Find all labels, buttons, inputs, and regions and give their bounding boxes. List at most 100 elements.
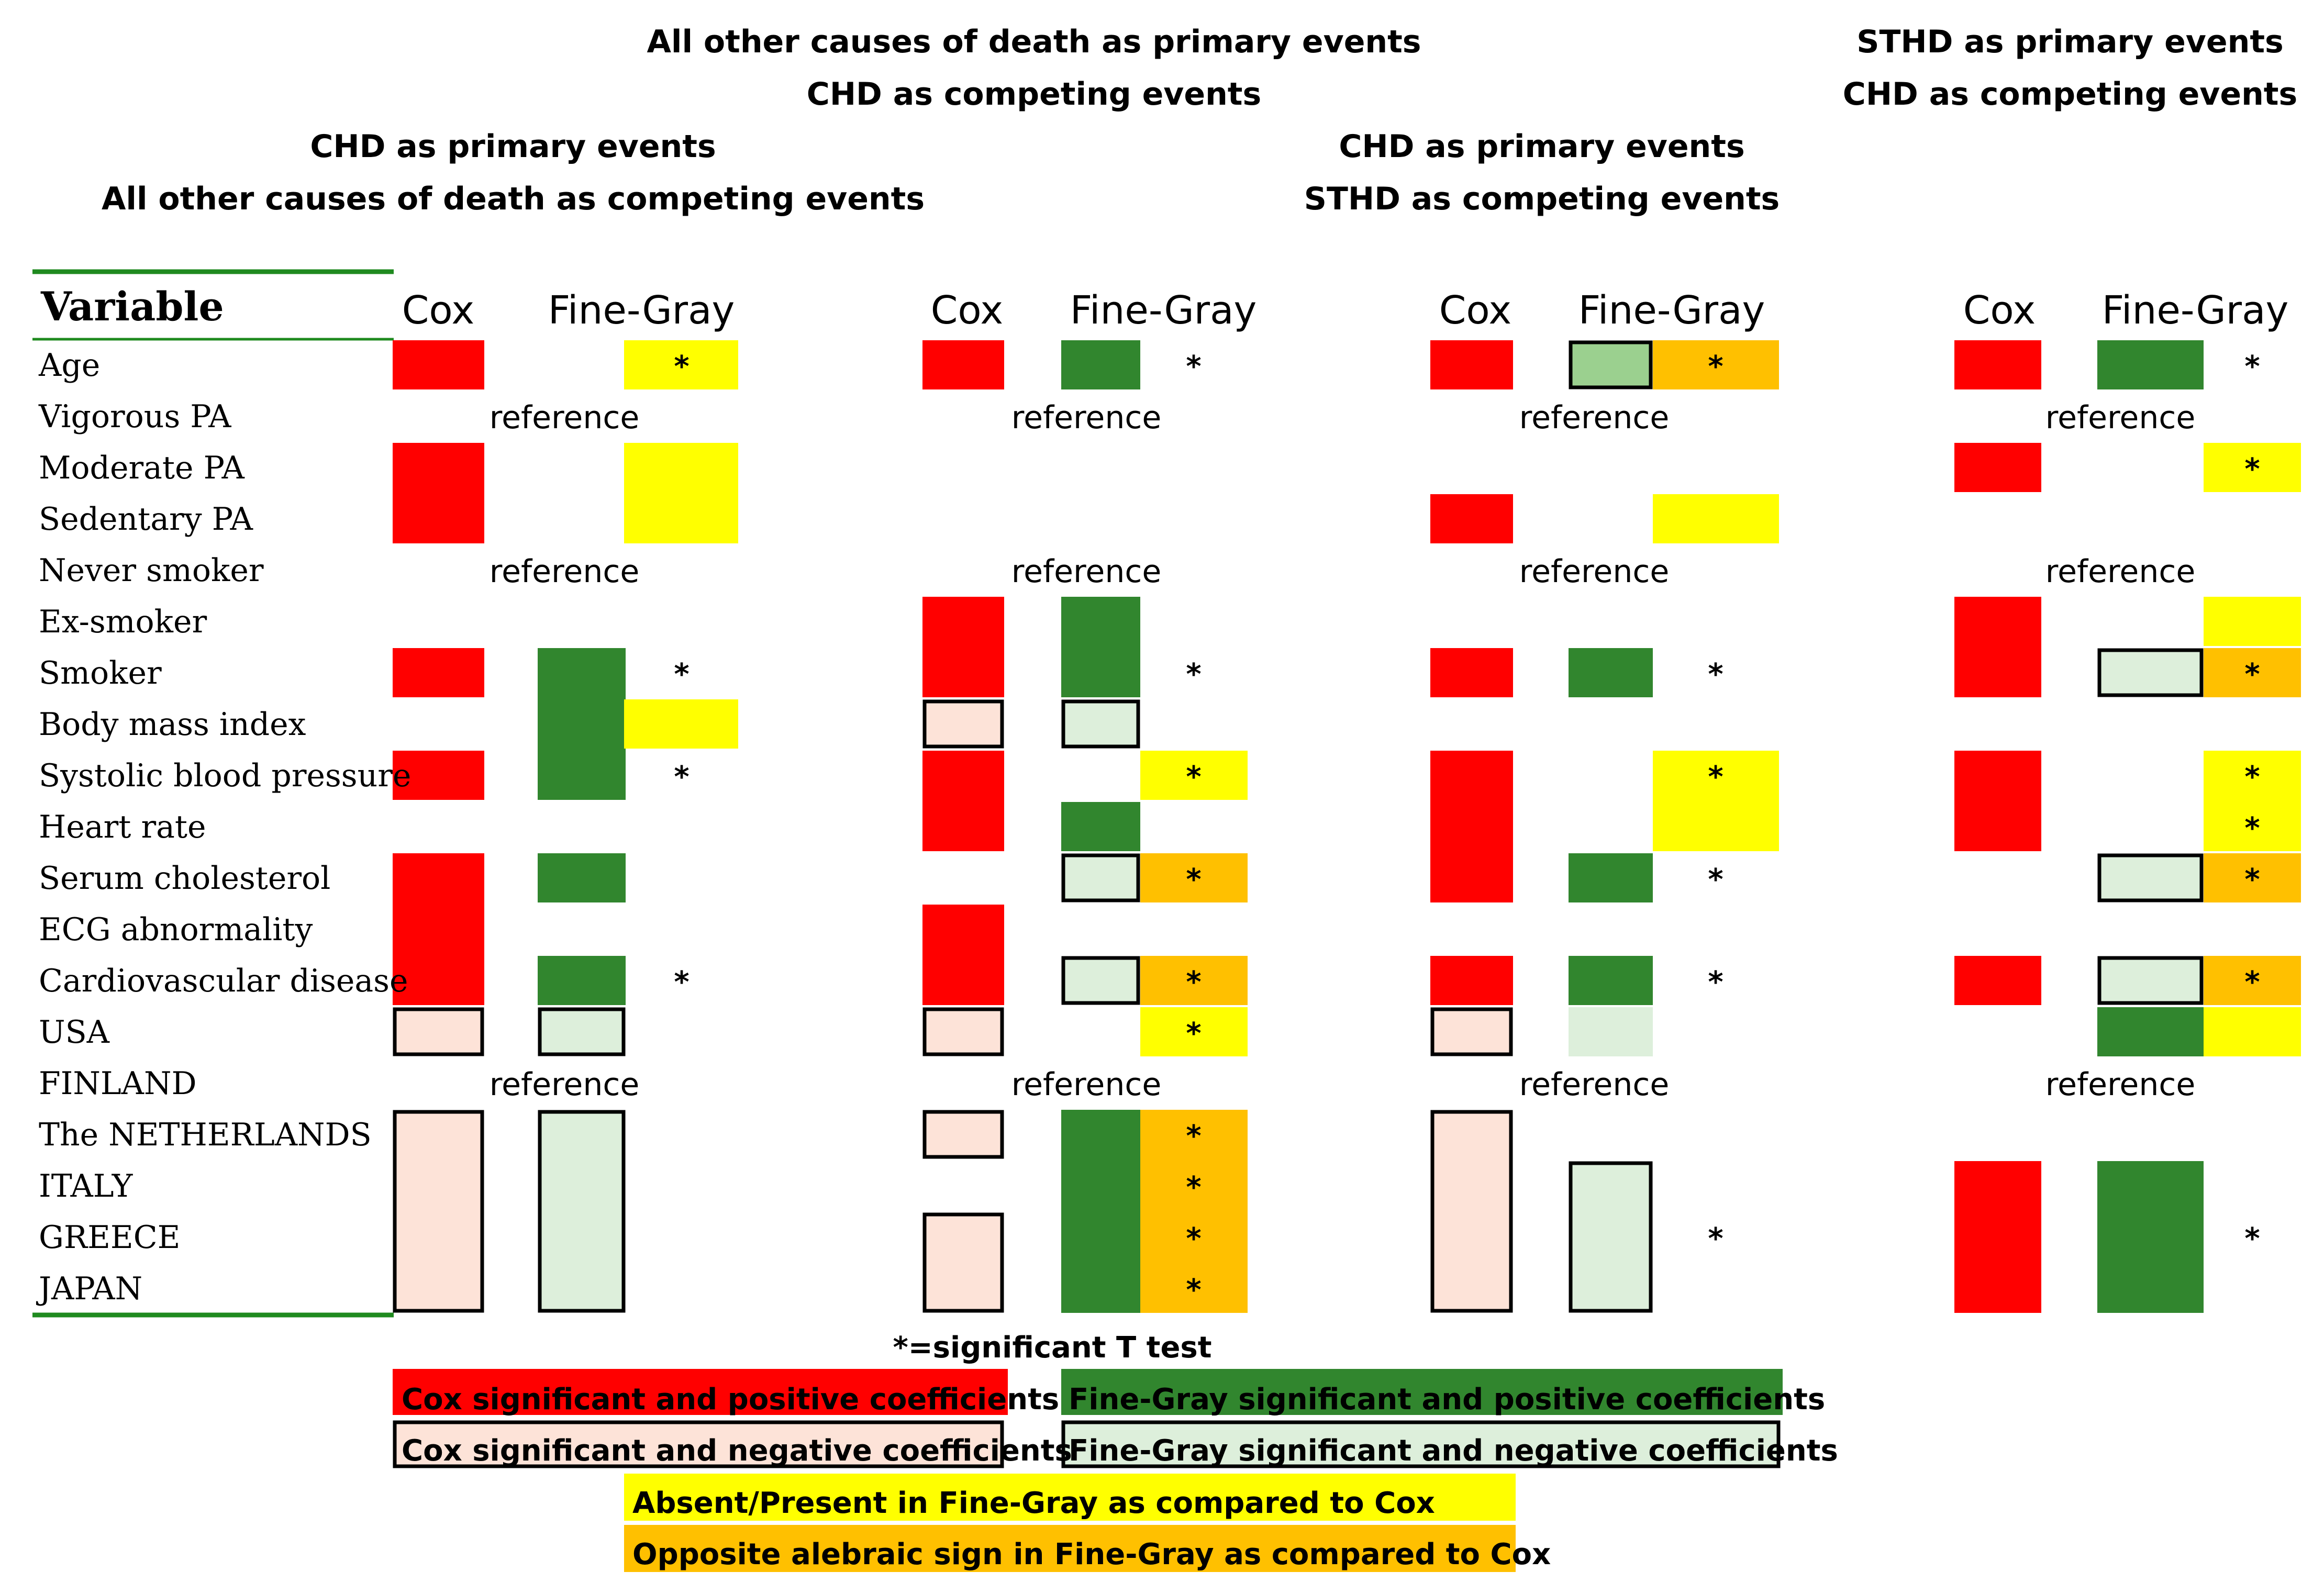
p4-cox-header: Cox (1963, 288, 2036, 333)
legend-opposite-sign-swatch (624, 1525, 1516, 1572)
p1-mark-cell-age (624, 340, 738, 389)
p1-cox-cell-the-netherlands (393, 1110, 484, 1313)
p1-reference-label-never-smoker: reference (489, 553, 640, 590)
p2-significance-star-systolic-blood-pressure: * (1186, 760, 1201, 794)
p2-cox-cell-ex-smoker (922, 597, 1004, 697)
legend-finegray-negative-swatch (1061, 1420, 1781, 1468)
p4-significance-star-cardiovascular-disease: * (2244, 965, 2260, 999)
legend-finegray-positive-swatch (1061, 1369, 1783, 1415)
legend-absent-present-text: Absent/Present in Fine-Gray as compared … (632, 1486, 1435, 1520)
p4-cox-cell-moderate-pa (1954, 443, 2041, 492)
p2-fg-cell-ex-smoker (1061, 597, 1140, 697)
p3-cox-cell-the-netherlands (1430, 1110, 1513, 1313)
variable-label-finland: FINLAND (39, 1065, 197, 1102)
p3-cox-cell-cardiovascular-disease (1430, 956, 1513, 1005)
p3-significance-star-serum-cholesterol: * (1708, 863, 1723, 897)
p2-mark-cell-cardiovascular-disease (1140, 956, 1248, 1005)
p4-cox-cell-age (1954, 340, 2041, 389)
variable-label-serum-cholesterol: Serum cholesterol (39, 860, 331, 897)
header-p1-all-causes-competing: All other causes of death as competing e… (101, 181, 925, 217)
p1-cox-cell-smoker (393, 648, 484, 697)
variable-label-never-smoker: Never smoker (39, 552, 264, 589)
p3-fg-cell-age (1569, 340, 1653, 389)
p3-cox-cell-age (1430, 340, 1513, 389)
variable-label-greece: GREECE (39, 1219, 181, 1256)
p4-reference-label-finland: reference (2045, 1066, 2196, 1103)
p1-cox-header: Cox (402, 288, 475, 333)
p1-reference-label-finland: reference (489, 1066, 640, 1103)
p4-cox-cell-italy (1954, 1161, 2041, 1313)
p3-reference-label-vigorous-pa: reference (1519, 399, 1670, 436)
variable-label-systolic-blood-pressure: Systolic blood pressure (39, 757, 412, 794)
p1-cox-cell-serum-cholesterol (393, 853, 484, 1005)
header-sthd-primary: STHD as primary events (1856, 24, 2284, 60)
p3-cox-cell-usa (1430, 1007, 1513, 1056)
p1-reference-label-vigorous-pa: reference (489, 399, 640, 436)
header-chd-competing-right: CHD as competing events (1842, 76, 2298, 113)
p1-fg-cell-usa (538, 1007, 626, 1056)
p4-cox-cell-systolic-blood-pressure (1954, 751, 2041, 851)
variable-label-smoker: Smoker (39, 655, 162, 692)
variable-label-body-mass-index: Body mass index (39, 706, 306, 743)
variable-label-usa: USA (39, 1014, 109, 1051)
p2-cox-cell-the-netherlands (922, 1110, 1004, 1159)
p1-fg-cell-the-netherlands (538, 1110, 626, 1313)
p4-significance-star-systolic-blood-pressure: * (2244, 760, 2260, 794)
p4-fg-cell-italy (2097, 1161, 2204, 1313)
legend-finegray-negative-text: Fine-Gray significant and negative coeff… (1069, 1434, 1838, 1468)
p4-mark-cell-smoker (2204, 648, 2301, 697)
variable-label-italy: ITALY (39, 1168, 133, 1205)
variable-label-vigorous-pa: Vigorous PA (39, 398, 231, 435)
p3-cox-cell-smoker (1430, 648, 1513, 697)
header-p1-chd-primary: CHD as primary events (310, 128, 716, 165)
p4-mark-cell-serum-cholesterol (2204, 853, 2301, 902)
p1-significance-star-systolic-blood-pressure: * (674, 760, 689, 794)
p4-reference-label-vigorous-pa: reference (2045, 399, 2196, 436)
p3-significance-star-smoker: * (1708, 657, 1723, 692)
p2-mark-cell-usa (1140, 1007, 1248, 1056)
p3-fg-cell-serum-cholesterol (1569, 853, 1653, 902)
legend-cox-positive-swatch (393, 1369, 1008, 1415)
variable-label-japan: JAPAN (39, 1270, 143, 1307)
p2-cox-header: Cox (930, 288, 1004, 333)
p4-fg-cell-usa (2097, 1007, 2204, 1056)
p4-fg-cell-age (2097, 340, 2204, 389)
p4-mark-cell-systolic-blood-pressure (2204, 751, 2301, 851)
p2-cox-cell-ecg-abnormality (922, 905, 1004, 1005)
p1-significance-star-age: * (674, 350, 689, 384)
p3-finegray-header: Fine-Gray (1578, 288, 1765, 333)
p2-fg-cell-serum-cholesterol (1061, 853, 1140, 902)
p3-cox-cell-systolic-blood-pressure (1430, 751, 1513, 902)
p1-fg-cell-serum-cholesterol (538, 853, 626, 902)
p4-significance-star-greece: * (2244, 1222, 2260, 1256)
p2-significance-star-age: * (1186, 350, 1201, 384)
legend-cox-negative-swatch (393, 1420, 1004, 1468)
p4-significance-star-age: * (2244, 350, 2260, 384)
variable-label-moderate-pa: Moderate PA (39, 450, 244, 486)
p4-mark-cell-usa (2204, 1007, 2301, 1056)
p4-fg-cell-serum-cholesterol (2097, 853, 2204, 902)
p2-significance-star-greece: * (1186, 1222, 1201, 1256)
legend-absent-present-swatch (624, 1474, 1516, 1521)
legend-opposite-sign-text: Opposite alebraic sign in Fine-Gray as c… (632, 1537, 1551, 1571)
variable-label-cardiovascular-disease: Cardiovascular disease (39, 963, 408, 999)
p4-cox-cell-cardiovascular-disease (1954, 956, 2041, 1005)
header-all-causes-primary: All other causes of death as primary eve… (647, 24, 1421, 60)
p1-significance-star-smoker: * (674, 657, 689, 692)
p2-reference-label-vigorous-pa: reference (1011, 399, 1162, 436)
p2-fg-cell-cardiovascular-disease (1061, 956, 1140, 1005)
p4-significance-star-moderate-pa: * (2244, 452, 2260, 486)
p1-mark-cell-body-mass-index (624, 699, 738, 749)
p4-mark-cell-moderate-pa (2204, 443, 2301, 492)
p2-finegray-header: Fine-Gray (1070, 288, 1257, 333)
p2-significance-star-japan: * (1186, 1273, 1201, 1307)
significance-note: *=significant T test (893, 1331, 1212, 1365)
p3-significance-star-systolic-blood-pressure: * (1708, 760, 1723, 794)
p3-significance-star-cardiovascular-disease: * (1708, 965, 1723, 999)
p3-significance-star-age: * (1708, 350, 1723, 384)
p2-mark-cell-the-netherlands (1140, 1110, 1248, 1313)
p4-finegray-header: Fine-Gray (2101, 288, 2289, 333)
p2-reference-label-never-smoker: reference (1011, 553, 1162, 590)
p2-cox-cell-body-mass-index (922, 699, 1004, 749)
